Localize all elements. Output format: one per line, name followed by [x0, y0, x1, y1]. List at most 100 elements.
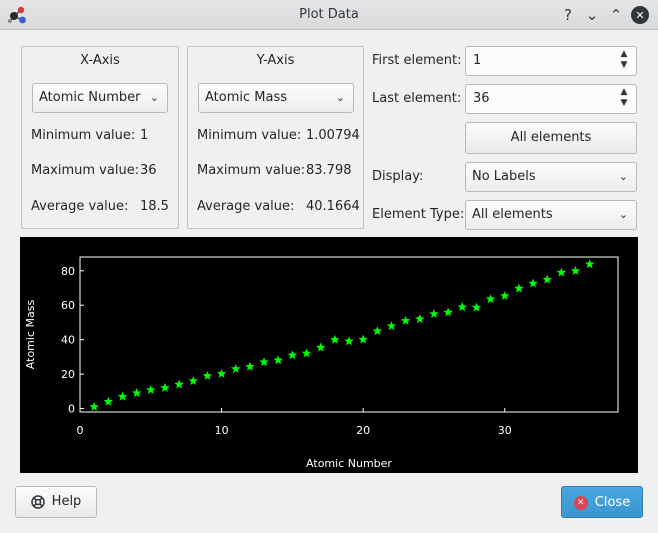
y-avg-value: 40.1664	[306, 199, 360, 214]
y-max-value: 83.798	[306, 163, 352, 178]
y-min-label: Minimum value:	[197, 128, 302, 143]
close-button-label: Close	[594, 495, 631, 510]
chevron-down-icon: ⌄	[149, 91, 159, 104]
chevron-down-icon: ⌄	[585, 6, 599, 24]
help-button[interactable]: Help	[15, 486, 97, 518]
data-point	[372, 326, 383, 336]
data-point	[230, 363, 241, 374]
y-avg-label: Average value:	[197, 199, 295, 214]
display-label: Display:	[372, 169, 424, 184]
data-point	[499, 290, 510, 300]
data-point	[415, 314, 425, 324]
molecule-icon	[8, 6, 26, 24]
display-selected: No Labels	[472, 169, 536, 184]
spin-arrows-icon[interactable]: ▲ ▼	[620, 49, 628, 70]
data-point	[386, 321, 397, 331]
y-tick-label: 80	[61, 265, 75, 278]
y-max-label: Maximum value:	[197, 163, 306, 178]
chevron-down-icon: ⌄	[335, 91, 345, 104]
y-axis-select[interactable]: Atomic Mass ⌄	[198, 83, 354, 113]
x-tick-label: 30	[498, 424, 512, 437]
scatter-plot: 0 10 20 30 0 20 40 60 80 Atomic Number Atomic M…	[24, 256, 619, 470]
close-circle-icon: ✕	[573, 496, 588, 510]
x-tick-label: 0	[77, 424, 84, 437]
axes-frame	[79, 256, 619, 413]
data-point	[160, 382, 170, 392]
first-element-value: 1	[473, 53, 482, 68]
window-title: Plot Data	[299, 7, 359, 22]
y-axis-label: Atomic Mass	[24, 300, 37, 370]
data-point	[259, 357, 269, 367]
chevron-up-icon: ⌃	[609, 6, 623, 24]
data-point	[287, 350, 298, 360]
data-point	[301, 348, 312, 358]
context-help-button[interactable]: ?	[558, 5, 578, 25]
data-point	[216, 368, 227, 378]
chevron-down-icon: ⌄	[618, 170, 628, 183]
minimize-button[interactable]: ⌄	[582, 5, 602, 25]
title-bar: Plot Data ? ⌄ ⌃ ✕	[0, 0, 658, 30]
data-point	[273, 355, 283, 365]
y-tick-label: 0	[68, 403, 75, 416]
y-tick-label: 40	[61, 334, 75, 347]
data-point	[556, 267, 567, 277]
data-point	[471, 302, 482, 312]
y-axis-selected: Atomic Mass	[205, 90, 287, 105]
help-glyph: ?	[564, 6, 572, 24]
element-type-selected: All elements	[472, 207, 553, 222]
data-point	[174, 379, 184, 389]
data-point	[344, 336, 354, 346]
x-max-value: 36	[140, 163, 157, 178]
last-element-label: Last element:	[372, 91, 462, 106]
y-tick-label: 60	[61, 299, 75, 312]
x-min-label: Minimum value:	[31, 128, 136, 143]
spin-arrows-icon[interactable]: ▲ ▼	[620, 87, 628, 108]
plot-area: 0 10 20 30 0 20 40 60 80 Atomic Number Atomic M…	[20, 237, 638, 473]
data-point	[443, 307, 453, 317]
first-element-label: First element:	[372, 53, 462, 68]
data-point	[528, 278, 538, 288]
data-point	[117, 391, 128, 401]
data-point	[188, 376, 199, 386]
last-element-value: 36	[473, 91, 490, 106]
data-point	[514, 283, 524, 293]
x-axis-select[interactable]: Atomic Number ⌄	[32, 83, 168, 113]
chevron-down-icon: ⌄	[618, 208, 628, 221]
data-point	[146, 384, 156, 394]
data-point	[315, 342, 326, 352]
data-point	[485, 294, 496, 304]
help-button-label: Help	[51, 494, 82, 509]
x-min-value: 1	[140, 128, 149, 143]
data-point	[89, 401, 99, 411]
display-select[interactable]: No Labels ⌄	[465, 162, 637, 192]
element-type-label: Element Type:	[372, 207, 465, 222]
x-tick-label: 10	[215, 424, 229, 437]
x-tick-label: 20	[356, 424, 370, 437]
data-point	[584, 259, 595, 269]
data-point	[358, 334, 368, 344]
maximize-button[interactable]: ⌃	[606, 5, 626, 25]
x-avg-label: Average value:	[31, 199, 129, 214]
data-point	[202, 370, 213, 380]
x-axis-group: X-Axis Atomic Number ⌄ Minimum value: 1 …	[21, 46, 179, 229]
data-point	[570, 265, 581, 275]
x-avg-value: 18.5	[140, 199, 169, 214]
element-type-select[interactable]: All elements ⌄	[465, 200, 637, 230]
x-axis-title: X-Axis	[80, 53, 120, 68]
data-point	[131, 388, 142, 398]
y-tick-label: 20	[61, 368, 75, 381]
first-element-spinbox[interactable]: 1 ▲ ▼	[465, 46, 637, 76]
data-point	[457, 302, 468, 312]
data-point	[330, 334, 340, 344]
all-elements-button[interactable]: All elements	[465, 122, 637, 154]
x-max-label: Maximum value:	[31, 163, 140, 178]
y-axis-group: Y-Axis Atomic Mass ⌄ Minimum value: 1.00…	[187, 46, 364, 229]
data-point	[400, 315, 411, 325]
data-point	[542, 274, 552, 284]
y-min-value: 1.00794	[306, 128, 360, 143]
window-close-button[interactable]: ✕	[631, 6, 649, 24]
close-icon: ✕	[635, 8, 645, 22]
data-point	[245, 361, 255, 371]
last-element-spinbox[interactable]: 36 ▲ ▼	[465, 84, 637, 114]
close-button[interactable]: ✕ Close	[561, 486, 643, 518]
